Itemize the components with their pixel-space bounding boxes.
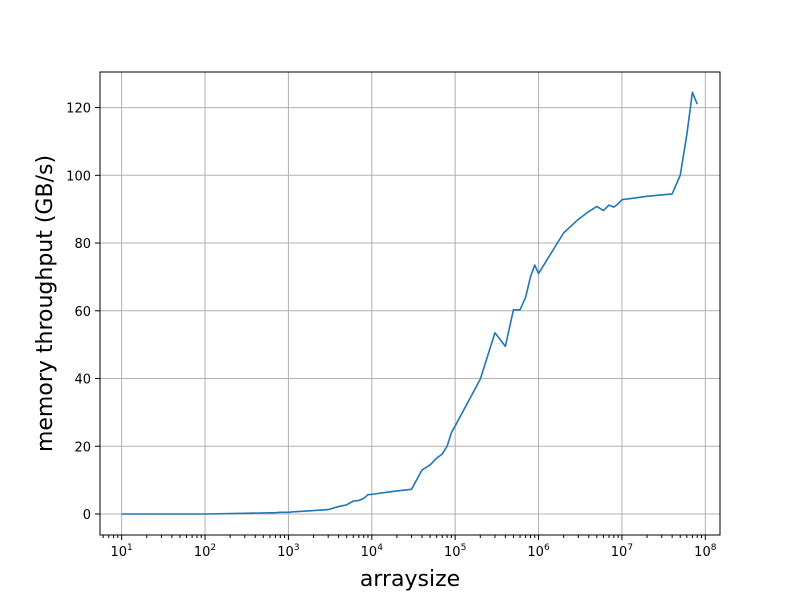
x-tick-label-exponent: 3 [294, 543, 300, 553]
x-tick-label: 107 [611, 543, 633, 560]
throughput-series-line [121, 91, 698, 515]
x-tick-label-base: 10 [277, 545, 294, 560]
y-tick-label: 100 [66, 169, 91, 184]
x-tick-label-base: 10 [694, 545, 711, 560]
x-tick-label-base: 10 [527, 545, 544, 560]
x-tick-label-exponent: 4 [377, 543, 383, 553]
y-tick-label: 20 [74, 440, 91, 455]
x-tick-label: 101 [111, 543, 133, 560]
x-tick-label-exponent: 7 [627, 543, 633, 553]
x-tick-label: 104 [361, 543, 384, 560]
x-tick-label-base: 10 [361, 545, 378, 560]
x-tick-label-exponent: 6 [544, 543, 550, 553]
y-tick-label: 40 [74, 373, 91, 388]
x-tick-label: 103 [277, 543, 299, 560]
x-tick-label: 105 [444, 543, 466, 560]
x-tick-label-base: 10 [444, 545, 461, 560]
x-tick-label-base: 10 [194, 545, 211, 560]
x-tick-label-exponent: 1 [127, 543, 133, 553]
grid-layer [100, 72, 720, 535]
x-tick-label: 102 [194, 543, 216, 560]
x-tick-label: 106 [527, 543, 550, 560]
x-tick-label-exponent: 5 [461, 543, 467, 553]
y-tick-label: 60 [74, 305, 91, 320]
y-axis-title: memory throughput (GB/s) [33, 155, 58, 452]
y-tick-label: 0 [83, 508, 91, 523]
x-tick-label-base: 10 [611, 545, 628, 560]
plot-area-frame [99, 71, 721, 536]
y-tick-label: 80 [74, 237, 91, 252]
line-layer [121, 91, 698, 515]
x-axis-title: arraysize [360, 567, 460, 592]
x-tick-label-exponent: 8 [711, 543, 717, 553]
x-tick-label-exponent: 2 [210, 543, 216, 553]
x-tick-label-base: 10 [111, 545, 128, 560]
y-tick-label: 120 [66, 102, 91, 117]
x-tick-label: 108 [694, 543, 717, 560]
